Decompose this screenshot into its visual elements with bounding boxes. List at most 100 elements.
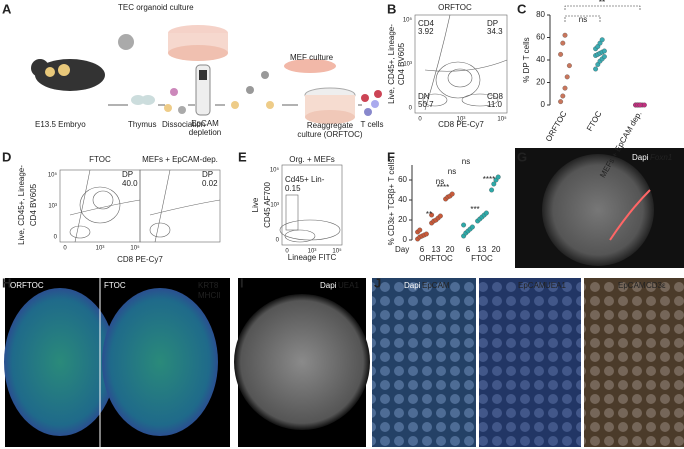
label: ns — [448, 167, 456, 176]
bracket — [564, 5, 641, 22]
x-tick-label: 10⁵ — [497, 116, 507, 123]
label: ns — [462, 157, 470, 166]
x-tick-label: 0 — [285, 249, 289, 255]
label: KRT8 — [198, 281, 219, 290]
x-tick-label: 10⁵ — [130, 245, 140, 252]
x-tick-label: 10⁵ — [332, 248, 342, 255]
label: MHCII — [198, 291, 221, 300]
label: Dapi — [320, 281, 337, 290]
label: EpCAM — [618, 281, 646, 290]
label: ** — [599, 0, 605, 7]
data-point — [601, 48, 607, 54]
label: CD3ε — [646, 281, 666, 290]
label: CD45 AF700 — [263, 182, 272, 228]
label: EpCAM — [422, 281, 450, 290]
x-tick-label: 20 — [492, 245, 501, 254]
label: DP — [487, 19, 498, 28]
data-point — [560, 93, 566, 99]
y-tick-label: 10⁵ — [403, 17, 413, 24]
panel-letter: H — [2, 275, 11, 290]
x-tick-label: 13 — [432, 245, 441, 254]
label: 11.0 — [487, 100, 503, 109]
data-point — [417, 227, 423, 233]
data-point — [558, 99, 564, 105]
y-tick-label: 10⁵ — [48, 172, 58, 179]
label: Thymus — [128, 120, 156, 129]
data-point — [491, 181, 497, 187]
x-tick-label: 10³ — [308, 249, 317, 255]
y-tick-label: 40 — [398, 195, 407, 204]
panel-letter: B — [387, 1, 396, 16]
y-tick-label: 40 — [536, 55, 545, 64]
label: Dissociation — [162, 120, 205, 129]
label: ORFTOC — [10, 281, 44, 290]
x-tick-label: ORFTOC — [544, 109, 569, 143]
label: *** — [470, 205, 479, 214]
panel-letter: C — [517, 1, 527, 16]
label: EpCAM — [191, 119, 219, 128]
schematic — [31, 25, 382, 124]
label: T cells — [361, 120, 384, 129]
data-point — [429, 212, 435, 218]
label: TEC organoid culture — [118, 3, 194, 12]
x-tick-label: 0 — [418, 117, 422, 123]
label: ORFTOC — [438, 3, 472, 12]
label: Org. + MEFs — [289, 155, 335, 164]
label: FTOC — [471, 254, 493, 263]
label: Dapi — [404, 281, 421, 290]
label: Day — [395, 245, 409, 254]
label: Dapi — [632, 153, 649, 162]
x-tick-label: 13 — [478, 245, 487, 254]
label: FTOC — [89, 155, 111, 164]
panel-letter: D — [2, 149, 11, 164]
panel-letter: F — [387, 149, 395, 164]
data-point — [495, 174, 501, 180]
label: MEFs + EpCAM-dep. — [142, 155, 218, 164]
x-tick-label: 0 — [63, 246, 67, 252]
label: CD8 PE-Cy7 — [117, 255, 163, 264]
data-point — [483, 210, 489, 216]
label: ns — [436, 177, 444, 186]
data-point — [461, 222, 467, 228]
y-tick-label: 60 — [398, 175, 407, 184]
label: 3.92 — [418, 27, 434, 36]
label: CD4 BV605 — [397, 42, 406, 85]
label: Reaggregate — [307, 121, 354, 130]
y-tick-label: 0 — [276, 238, 280, 244]
label: 50.7 — [418, 100, 434, 109]
micrographs — [4, 148, 684, 447]
label: CD8 PE-Cy7 — [438, 120, 484, 129]
label: culture (ORFTOC) — [297, 130, 363, 139]
y-tick-label: 0 — [409, 106, 413, 112]
label: DP — [202, 170, 213, 179]
data-point — [469, 224, 475, 230]
label: UEA1 — [545, 281, 566, 290]
data-point — [641, 102, 647, 108]
label: CD8 — [487, 92, 504, 101]
label: Lineage FITC — [288, 253, 337, 262]
label: 34.3 — [487, 27, 503, 36]
y-tick-label: 20 — [398, 215, 407, 224]
label: MEF culture — [290, 53, 334, 62]
label: Live, CD45+, Lineage- — [17, 165, 26, 245]
x-tick-label: 6 — [420, 245, 425, 254]
data-point — [564, 74, 570, 80]
panel-letter: E — [238, 149, 247, 164]
label: Foxn1 — [650, 153, 672, 162]
label: Live, CD45+, Lineage- — [387, 24, 396, 104]
label: 0.15 — [285, 184, 301, 193]
label: FTOC — [104, 281, 126, 290]
y-tick-label: 10³ — [270, 203, 279, 209]
data-point — [489, 187, 495, 193]
data-point — [566, 63, 572, 69]
data-point — [637, 102, 643, 108]
label: **** — [483, 175, 495, 184]
flow-plots — [59, 14, 508, 246]
label: DP — [122, 170, 133, 179]
x-tick-label: 10³ — [457, 117, 466, 123]
label: ns — [579, 15, 587, 24]
data-point — [593, 66, 599, 72]
y-tick-label: 0 — [403, 235, 408, 244]
x-tick-label: 10³ — [96, 246, 105, 252]
